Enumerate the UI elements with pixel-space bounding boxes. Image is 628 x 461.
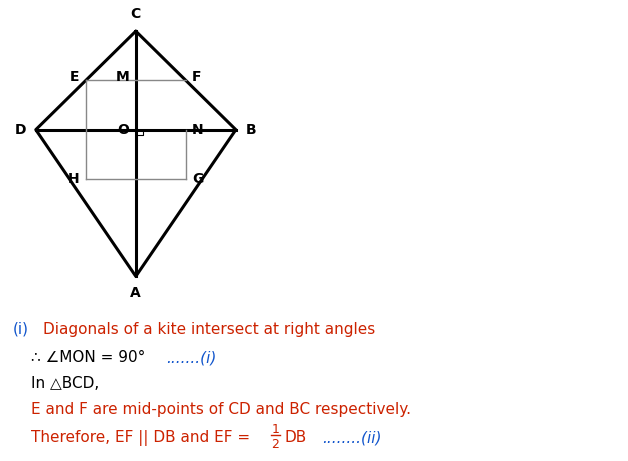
Text: DB: DB — [284, 430, 307, 445]
Text: B: B — [246, 123, 256, 137]
Text: O: O — [117, 123, 129, 137]
Text: In △BCD,: In △BCD, — [31, 376, 100, 391]
Text: A: A — [131, 286, 141, 301]
Text: ∴ ∠MON = 90°: ∴ ∠MON = 90° — [31, 350, 146, 366]
Text: .......(i): .......(i) — [166, 350, 216, 366]
Text: 1: 1 — [271, 423, 279, 436]
Text: H: H — [68, 172, 80, 186]
Text: E: E — [70, 71, 80, 84]
Text: ........(ii): ........(ii) — [322, 430, 382, 445]
Text: Therefore, EF || DB and EF =: Therefore, EF || DB and EF = — [31, 430, 256, 446]
Text: Diagonals of a kite intersect at right angles: Diagonals of a kite intersect at right a… — [43, 321, 375, 337]
Text: G: G — [192, 172, 203, 186]
Text: D: D — [14, 123, 26, 137]
Text: M: M — [116, 71, 129, 84]
Text: N: N — [192, 123, 203, 137]
Text: F: F — [192, 71, 202, 84]
Text: (i): (i) — [13, 321, 29, 337]
Text: E and F are mid-points of CD and BC respectively.: E and F are mid-points of CD and BC resp… — [31, 402, 411, 417]
Text: 2: 2 — [271, 438, 279, 451]
Text: C: C — [131, 7, 141, 21]
